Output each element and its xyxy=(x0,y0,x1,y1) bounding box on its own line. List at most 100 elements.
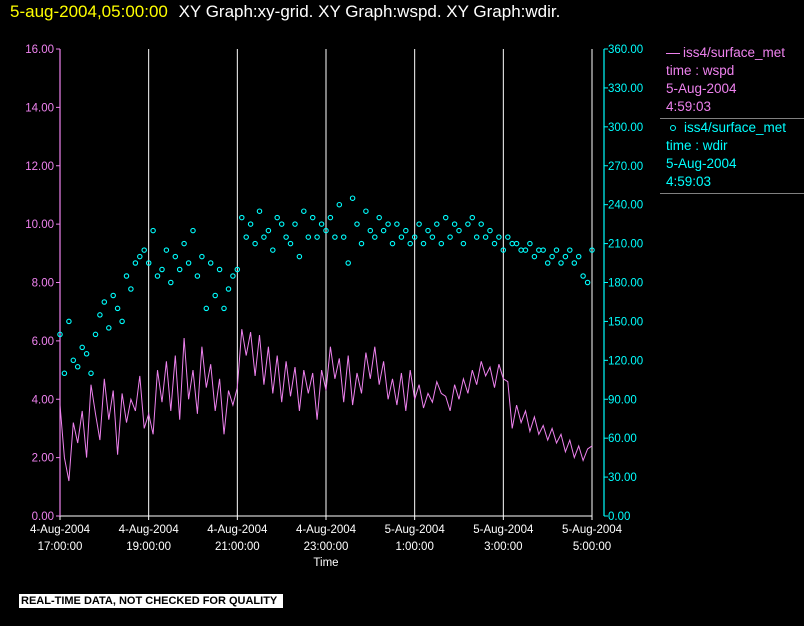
wdir-point xyxy=(79,344,85,351)
wdir-point xyxy=(389,240,396,247)
wdir-point xyxy=(323,227,329,234)
wdir-point xyxy=(207,260,214,266)
x-tick-label-time: 3:00:00 xyxy=(484,541,522,553)
y-right-tick-label: 180.00 xyxy=(608,278,643,290)
wdir-point xyxy=(575,253,582,260)
wdir-point xyxy=(150,227,156,234)
wdir-point xyxy=(447,234,453,240)
wdir-point xyxy=(190,227,196,234)
wdir-point xyxy=(332,234,338,240)
wdir-point xyxy=(128,286,134,292)
wdir-point xyxy=(544,260,551,266)
wdir-point xyxy=(465,221,471,227)
wdir-point xyxy=(434,221,440,227)
wdir-point xyxy=(225,286,232,292)
wdir-point xyxy=(482,234,489,240)
wdir-point xyxy=(309,214,316,221)
wdir-point xyxy=(296,253,303,260)
header-date: 5-aug-2004,05:00:00 xyxy=(10,2,168,21)
x-tick-label-date: 4-Aug-2004 xyxy=(296,524,357,536)
wdir-point xyxy=(114,305,121,312)
y-right-tick-label: 210.00 xyxy=(608,239,643,251)
y-right-tick-label: 150.00 xyxy=(608,316,643,328)
wdir-point xyxy=(580,273,586,279)
wdir-point xyxy=(345,260,351,266)
wdir-point xyxy=(172,253,179,260)
wdir-point xyxy=(429,234,436,240)
y-right-tick-label: 270.00 xyxy=(608,161,643,173)
wdir-point xyxy=(558,260,564,266)
wdir-point xyxy=(327,214,334,221)
wdir-point xyxy=(411,234,418,240)
wdir-point xyxy=(451,221,458,227)
y-left-tick-label: 4.00 xyxy=(32,394,54,406)
wdir-point xyxy=(567,247,573,253)
legend-wdir-line2: time : wdir xyxy=(666,138,728,153)
wdir-point xyxy=(496,234,502,240)
wdir-point xyxy=(407,240,413,247)
wdir-point xyxy=(83,351,90,357)
x-tick-label-time: 21:00:00 xyxy=(215,541,260,553)
wdir-point xyxy=(367,227,374,234)
wdir-point xyxy=(92,331,99,338)
y-left-tick-label: 8.00 xyxy=(32,278,54,290)
wdir-point xyxy=(199,253,205,260)
y-right-tick-label: 60.00 xyxy=(608,433,637,445)
wdir-point xyxy=(243,234,249,240)
quality-notice: REAL-TIME DATA, NOT CHECKED FOR QUALITY xyxy=(19,594,284,608)
wdir-point xyxy=(438,240,445,247)
wdir-point xyxy=(221,305,227,312)
header-title-bar: 5-aug-2004,05:00:00 XY Graph:xy-grid. XY… xyxy=(10,2,560,22)
legend-entry-wdir: iss4/surface_met time : wdir 5-Aug-2004 … xyxy=(660,119,804,194)
y-left-tick-label: 2.00 xyxy=(32,453,54,465)
wdir-point xyxy=(119,318,125,325)
wdir-point xyxy=(256,208,263,214)
x-tick-label-date: 4-Aug-2004 xyxy=(119,524,180,536)
wdir-point xyxy=(460,240,467,247)
y-left-tick-label: 12.00 xyxy=(25,161,54,173)
wdir-point xyxy=(212,292,218,299)
wdir-point xyxy=(500,247,507,253)
wdir-point xyxy=(132,260,139,266)
wdir-point xyxy=(518,247,524,253)
x-tick-label-date: 5-Aug-2004 xyxy=(562,524,623,536)
wdir-point xyxy=(527,240,533,247)
wdir-point xyxy=(358,240,365,247)
legend-wspd-line1: iss4/surface_met xyxy=(683,45,786,60)
wdir-point xyxy=(239,214,245,221)
wdir-point xyxy=(141,247,147,253)
x-tick-label-date: 4-Aug-2004 xyxy=(30,524,91,536)
wdir-point xyxy=(416,221,422,227)
wdir-point xyxy=(185,260,192,266)
wdir-point xyxy=(549,253,555,260)
wdir-point xyxy=(154,273,161,279)
wdir-point xyxy=(265,227,272,234)
wdir-point xyxy=(442,214,449,221)
y-right-tick-label: 300.00 xyxy=(608,122,643,134)
y-right-tick-label: 330.00 xyxy=(608,83,643,95)
x-tick-label-time: 5:00:00 xyxy=(573,541,611,553)
line-series-icon xyxy=(666,52,680,54)
y-left-tick-label: 16.00 xyxy=(25,44,54,56)
wdir-point xyxy=(540,247,546,253)
wdir-point xyxy=(61,370,68,377)
x-tick-label-date: 5-Aug-2004 xyxy=(385,524,446,536)
wdir-point xyxy=(106,325,112,331)
wdir-point xyxy=(336,201,343,208)
wdir-point xyxy=(181,240,187,247)
wdir-point xyxy=(97,312,103,318)
header-title: XY Graph:xy-grid. XY Graph:wspd. XY Grap… xyxy=(178,2,561,21)
wdir-point xyxy=(536,247,542,253)
wdir-point xyxy=(66,318,72,325)
wdir-point xyxy=(487,227,493,234)
wdir-point xyxy=(571,260,578,266)
wdir-point xyxy=(509,240,515,247)
legend-wdir-line3: 5-Aug-2004 xyxy=(666,156,737,171)
wdir-point xyxy=(385,221,391,227)
wdir-point xyxy=(363,208,369,214)
wdir-point xyxy=(398,234,405,240)
wdir-point xyxy=(394,221,400,227)
wdir-point xyxy=(380,227,387,234)
wdir-point xyxy=(261,234,267,240)
